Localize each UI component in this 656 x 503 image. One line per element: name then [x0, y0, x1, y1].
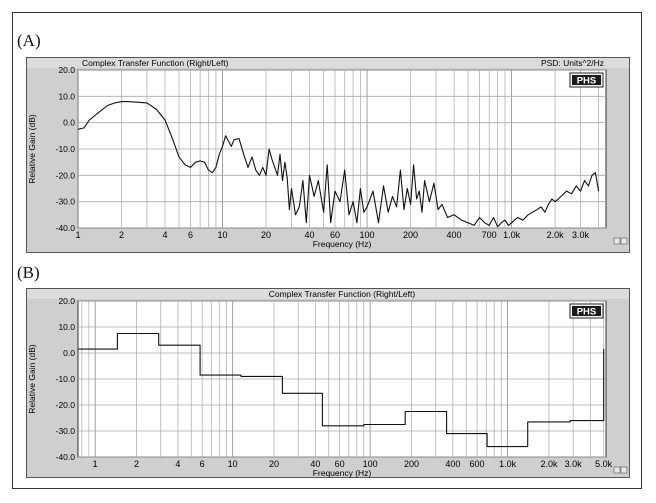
psd-units-label: PSD: Units^2/Hz [541, 58, 604, 68]
scroll-left-button[interactable] [613, 466, 621, 474]
phs-badge-inner [572, 306, 601, 316]
y-tick-label: -10.0 [56, 374, 76, 384]
scroll-left-button[interactable] [613, 237, 621, 245]
y-tick-label: 10.0 [58, 91, 75, 101]
x-tick-label: 20 [269, 459, 279, 469]
x-tick-label: 60 [330, 230, 340, 240]
x-tick-label: 3.0k [572, 230, 590, 240]
x-tick-label: 10 [228, 459, 238, 469]
x-tick-label: 4 [175, 459, 180, 469]
figure-frame: (A) (B) [12, 12, 642, 489]
x-tick-label: 1 [75, 230, 80, 240]
y-tick-label: -40.0 [56, 223, 76, 233]
y-tick-label: 0.0 [63, 118, 75, 128]
phs-badge-text: PHS [577, 76, 597, 87]
y-tick-label: -10.0 [56, 144, 76, 154]
scroll-right-button[interactable] [620, 237, 628, 245]
y-tick-label: -30.0 [56, 197, 76, 207]
chart-title: Complex Transfer Function (Right/Left) [269, 289, 416, 299]
x-tick-label: 200 [403, 230, 418, 240]
y-axis-label: Relative Gain (dB) [27, 114, 37, 184]
x-tick-label: 6 [188, 230, 193, 240]
x-tick-label: 100 [363, 459, 378, 469]
x-tick-label: 60 [335, 459, 345, 469]
chart-title: Complex Transfer Function (Right/Left) [82, 58, 229, 68]
phs-badge-inner [572, 75, 601, 85]
panel-a-label: (A) [17, 31, 41, 50]
x-tick-label: 40 [310, 459, 320, 469]
x-tick-label: 2 [134, 459, 139, 469]
x-tick-label: 2.0k [540, 459, 558, 469]
transfer-function-line [77, 101, 600, 228]
chart-b: Complex Transfer Function (Right/Left)20… [26, 288, 630, 478]
x-tick-label: 20 [261, 230, 271, 240]
x-axis-label: Frequency (Hz) [313, 239, 372, 249]
y-tick-label: 0.0 [63, 348, 75, 358]
x-tick-label: 1 [93, 459, 98, 469]
y-tick-label: 20.0 [58, 296, 75, 306]
x-tick-label: 400 [445, 459, 460, 469]
y-tick-label: -20.0 [56, 400, 76, 410]
panel-b-label: (B) [17, 263, 40, 282]
y-tick-label: 20.0 [58, 65, 75, 75]
x-tick-label: 10 [218, 230, 228, 240]
y-tick-label: 10.0 [58, 322, 75, 332]
chart-a: Complex Transfer Function (Right/Left) PS… [26, 57, 630, 253]
phs-badge-text: PHS [577, 307, 597, 318]
y-tick-label: -30.0 [56, 426, 76, 436]
x-tick-label: 5.0k [595, 459, 613, 469]
x-axis-label: Frequency (Hz) [313, 468, 372, 478]
x-tick-label: 200 [404, 459, 419, 469]
scroll-right-button[interactable] [620, 466, 628, 474]
x-tick-label: 2 [119, 230, 124, 240]
x-tick-label: 4 [163, 230, 168, 240]
x-tick-label: 100 [360, 230, 375, 240]
x-tick-label: 600 [470, 459, 485, 469]
x-tick-label: 700 [482, 230, 497, 240]
x-tick-label: 2.0k [547, 230, 565, 240]
y-tick-label: -20.0 [56, 170, 76, 180]
title-bar [27, 58, 629, 68]
x-tick-label: 1.0k [503, 230, 521, 240]
x-tick-label: 3.0k [565, 459, 583, 469]
x-tick-label: 6 [200, 459, 205, 469]
y-tick-label: -40.0 [56, 452, 76, 462]
transfer-function-line [78, 332, 605, 448]
x-tick-label: 40 [305, 230, 315, 240]
title-bar [27, 289, 629, 299]
x-tick-label: 1.0k [499, 459, 517, 469]
x-tick-label: 400 [447, 230, 462, 240]
y-axis-label: Relative Gain (dB) [27, 344, 37, 414]
